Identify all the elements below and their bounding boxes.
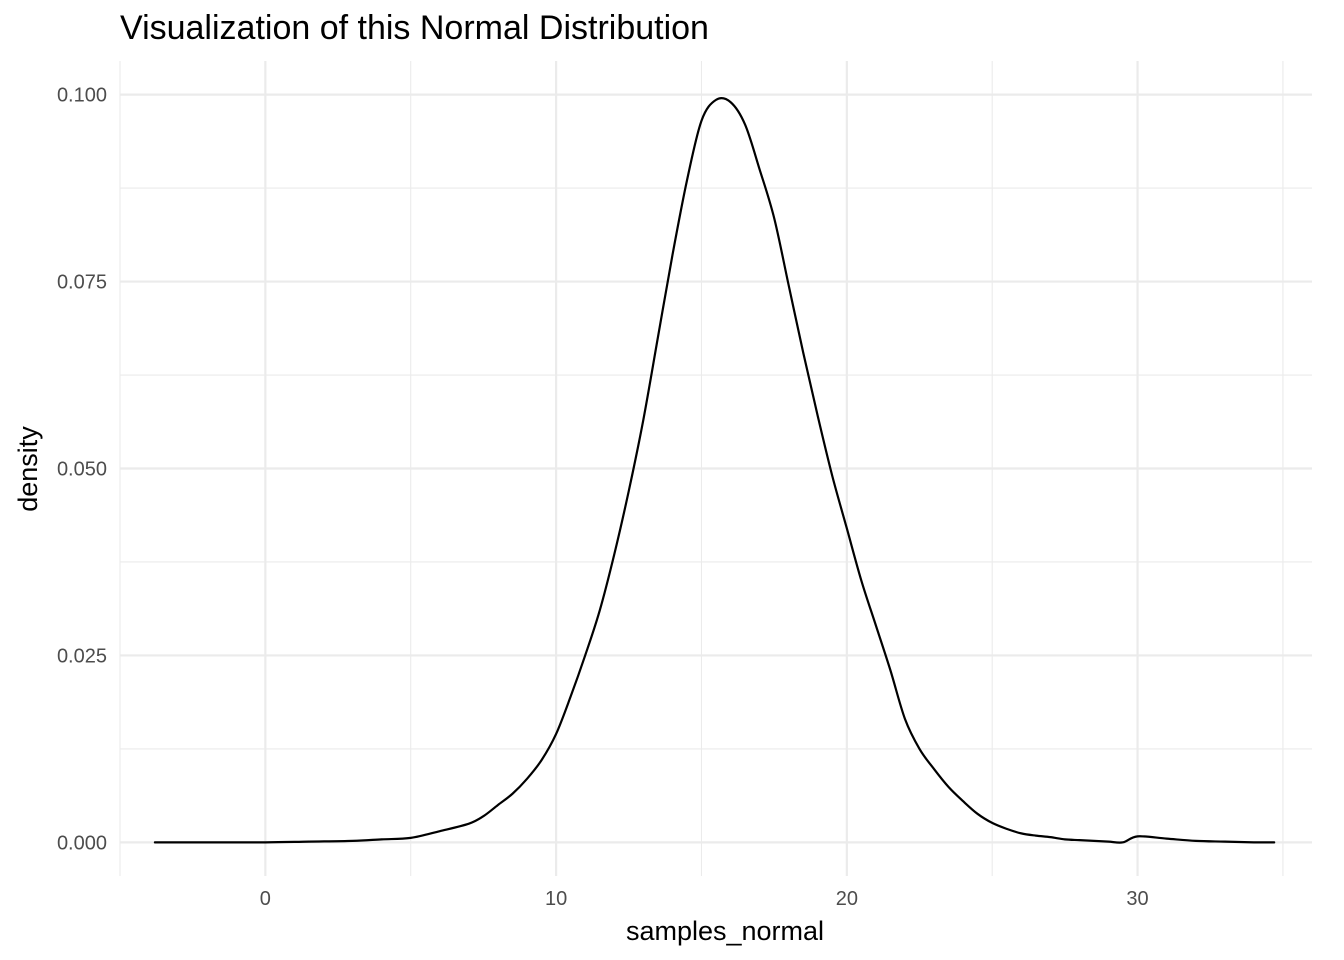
series-layer bbox=[153, 97, 1276, 844]
x-tick-label: 10 bbox=[545, 888, 567, 910]
x-tick-label: 20 bbox=[836, 888, 858, 910]
x-tick-label: 0 bbox=[260, 888, 271, 910]
x-tick-label: 30 bbox=[1126, 888, 1148, 910]
x-axis-title: samples_normal bbox=[626, 916, 824, 946]
y-tick-label: 0.100 bbox=[57, 85, 107, 107]
x-axis-tick-labels: 0 10 20 30 bbox=[260, 888, 1149, 910]
y-tick-label: 0.025 bbox=[57, 645, 107, 667]
y-tick-label: 0.050 bbox=[57, 459, 107, 481]
y-tick-label: 0.000 bbox=[57, 832, 107, 854]
y-axis-tick-labels: 0.000 0.025 0.050 0.075 0.100 bbox=[57, 85, 107, 855]
major-gridlines bbox=[120, 61, 1312, 876]
density-curve bbox=[153, 97, 1276, 844]
y-tick-label: 0.075 bbox=[57, 272, 107, 294]
y-axis-title: density bbox=[13, 426, 43, 512]
chart-title: Visualization of this Normal Distributio… bbox=[120, 9, 709, 47]
